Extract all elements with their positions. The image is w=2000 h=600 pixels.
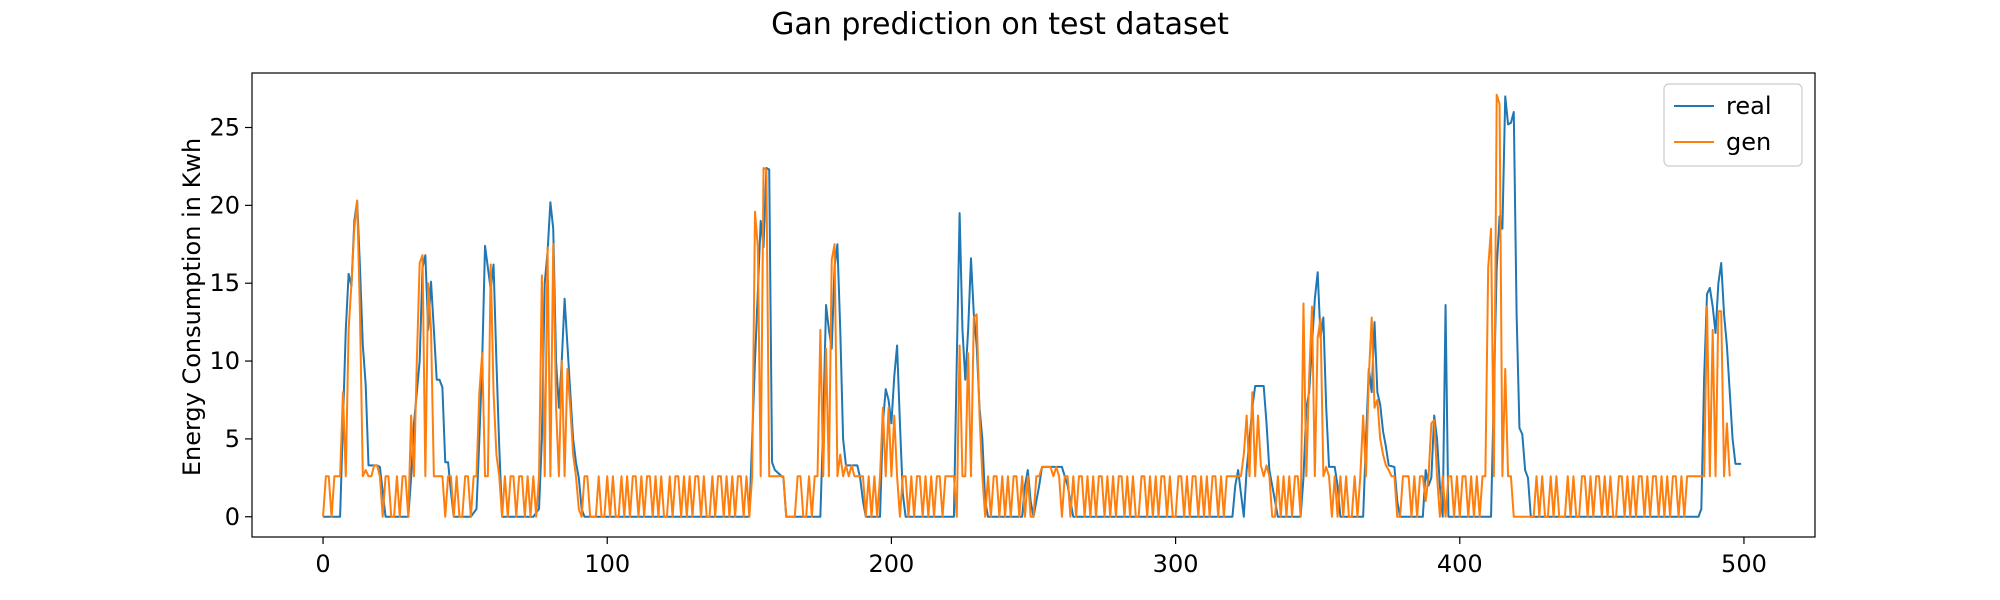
y-tick-label: 25 <box>209 113 240 141</box>
plot-series-group <box>322 93 1742 518</box>
series-line-real <box>323 95 1742 518</box>
y-tick-label: 20 <box>209 191 240 219</box>
x-tick-label: 200 <box>869 550 915 578</box>
y-tick-label: 15 <box>209 269 240 297</box>
plot-frame <box>251 72 1816 538</box>
legend-label-gen: gen <box>1726 128 1771 156</box>
legend-box <box>1663 83 1803 167</box>
x-tick-label: 400 <box>1437 550 1483 578</box>
y-tick-label: 0 <box>225 503 240 531</box>
legend: real gen <box>1663 83 1803 167</box>
y-tick-label: 10 <box>209 347 240 375</box>
x-tick-label: 100 <box>584 550 630 578</box>
x-tick-label: 0 <box>315 550 330 578</box>
x-tick-label: 300 <box>1153 550 1199 578</box>
chart-title: Gan prediction on test dataset <box>771 7 1229 42</box>
y-axis: 0 5 10 15 20 25 <box>209 113 252 531</box>
legend-label-real: real <box>1726 92 1771 120</box>
y-tick-label: 5 <box>225 425 240 453</box>
y-axis-label: Energy Consumption in Kwh <box>178 138 206 476</box>
series-line-gen <box>322 93 1731 518</box>
x-tick-label: 500 <box>1721 550 1767 578</box>
x-axis: 0 100 200 300 400 500 <box>315 537 1767 578</box>
